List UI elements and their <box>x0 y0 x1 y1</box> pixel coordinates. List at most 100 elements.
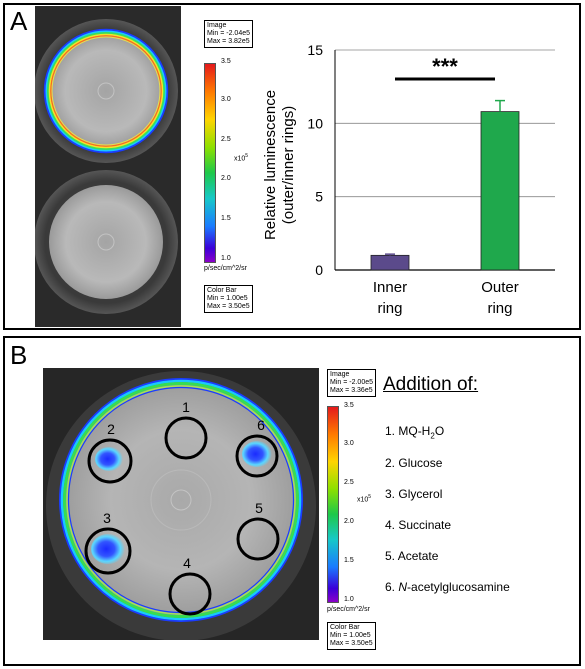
well-2-label: 2 <box>107 421 115 437</box>
chart-gridlines <box>334 49 555 271</box>
colorbar-box-title: Color Bar <box>207 287 237 294</box>
panel-b-color-bar <box>327 406 339 603</box>
panel-b-image-box: Image Min = -2.00e5 Max = 3.36e5 <box>327 369 376 397</box>
well-5 <box>236 517 280 561</box>
lower-agar <box>49 185 163 299</box>
colorbar-box-max: Max = 3.50e5 <box>330 640 373 647</box>
colorbar-tick-1-5: 1.5 <box>344 557 354 564</box>
image-box-title: Image <box>207 22 227 29</box>
category-label-2-line-1: Outer <box>481 279 519 296</box>
y-axis-label-line-2: (outer/inner rings) <box>280 106 297 224</box>
colorbar-exponent: x105 <box>234 153 249 163</box>
agar <box>64 383 298 617</box>
chart-bars <box>370 99 520 271</box>
y-tick-label-15: 15 <box>307 42 323 58</box>
image-box-max: Max = 3.36e5 <box>330 387 373 394</box>
center-ring <box>150 469 212 531</box>
chart-y-ticks: 0 5 10 15 <box>307 42 323 278</box>
y-tick-label-0: 0 <box>315 262 323 278</box>
bar-2 <box>480 111 520 271</box>
ring-blue <box>59 378 303 622</box>
image-box-max: Max = 3.82e5 <box>207 38 250 45</box>
legend-title: Addition of: <box>383 374 479 395</box>
colorbar-tick-1-0: 1.0 <box>221 255 231 262</box>
chart-categories: Inner ring Outer ring <box>373 279 519 317</box>
upper-ring-cyan <box>45 30 167 152</box>
upper-ring-orange <box>50 35 162 147</box>
colorbar-tick-3-0: 3.0 <box>344 440 354 447</box>
bar-1 <box>370 254 410 271</box>
ring-cyan <box>60 379 302 621</box>
panel-a-photo <box>35 6 181 327</box>
well-5-label: 5 <box>255 500 263 516</box>
panel-b-letter: B <box>10 340 28 370</box>
legend-item-6: 6. N-acetylglucosamine <box>385 580 510 594</box>
colorbar-exponent: x105 <box>357 494 372 504</box>
colorbar-tick-1-0: 1.0 <box>344 596 354 603</box>
well-3-label: 3 <box>103 510 111 526</box>
spot-well-6 <box>242 441 272 467</box>
well-3 <box>84 527 132 575</box>
legend-item-1: 1. MQ-H2O <box>385 424 445 441</box>
significance-stars: *** <box>432 54 458 79</box>
y-tick-label-5: 5 <box>315 189 323 205</box>
spot-well-3 <box>91 534 125 564</box>
legend-item-3: 3. Glycerol <box>385 487 443 501</box>
well-2 <box>87 438 133 484</box>
y-tick-label-10: 10 <box>307 115 323 131</box>
category-label-1-line-1: Inner <box>373 279 407 296</box>
ring-yellow <box>66 385 296 615</box>
category-label-2-line-2: ring <box>487 300 512 317</box>
panel-a-plates <box>35 6 181 327</box>
well-6 <box>235 434 279 478</box>
colorbar-box-max: Max = 3.50e5 <box>207 303 250 310</box>
panel-a: A <box>3 3 581 330</box>
colorbar-tick-1-5: 1.5 <box>221 215 231 222</box>
colorbar-box-title: Color Bar <box>330 624 360 631</box>
category-label-1-line-2: ring <box>377 300 402 317</box>
legend-item-4: 4. Succinate <box>385 518 452 532</box>
y-axis-label-line-1: Relative luminescence <box>262 90 279 240</box>
colorbar-tick-2-5: 2.5 <box>221 136 231 143</box>
upper-agar <box>48 33 164 149</box>
upper-ring-blue <box>43 28 169 154</box>
panel-a-image-box: Image Min = -2.04e5 Max = 3.82e5 <box>204 20 253 48</box>
center-mark <box>170 489 192 511</box>
bar-chart: Relative luminescence (outer/inner rings… <box>262 42 555 317</box>
colorbar-tick-2-0: 2.0 <box>344 518 354 525</box>
upper-ring-yellow <box>48 33 164 149</box>
colorbar-tick-3-5: 3.5 <box>344 402 354 409</box>
colorbar-units: p/sec/cm^2/sr <box>204 265 247 272</box>
colorbar-tick-3-0: 3.0 <box>221 96 231 103</box>
upper-center-mark <box>97 82 115 100</box>
upper-ring-inner <box>51 36 161 146</box>
lower-center-mark <box>97 233 115 251</box>
image-box-min: Min = -2.04e5 <box>207 30 250 37</box>
colorbar-units: p/sec/cm^2/sr <box>327 606 370 613</box>
legend-item-2: 2. Glucose <box>385 456 443 470</box>
panel-b: B <box>3 336 581 666</box>
well-6-label: 6 <box>257 417 265 433</box>
colorbar-tick-2-0: 2.0 <box>221 175 231 182</box>
well-1-label: 1 <box>182 399 190 415</box>
colorbar-tick-3-5: 3.5 <box>221 58 231 65</box>
well-4 <box>168 572 212 616</box>
panel-a-color-bar <box>204 63 216 263</box>
panel-b-colorbar-box: Color Bar Min = 1.00e5 Max = 3.50e5 <box>327 622 376 650</box>
panel-b-plate: 1 2 3 4 5 6 <box>43 368 319 640</box>
legend-item-5: 5. Acetate <box>385 549 439 563</box>
image-box-min: Min = -2.00e5 <box>330 379 373 386</box>
colorbar-tick-2-5: 2.5 <box>344 479 354 486</box>
chart-significance: *** <box>395 54 495 81</box>
image-box-title: Image <box>330 371 350 378</box>
ring-green <box>63 382 299 618</box>
colorbar-box-min: Min = 1.00e5 <box>207 295 248 302</box>
upper-ring-green <box>47 32 165 150</box>
well-1 <box>164 416 208 460</box>
colorbar-box-min: Min = 1.00e5 <box>330 632 371 639</box>
well-4-label: 4 <box>183 555 191 571</box>
panel-b-photo: 1 2 3 4 5 6 <box>43 368 319 640</box>
panel-a-colorbar-box: Color Bar Min = 1.00e5 Max = 3.50e5 <box>204 285 253 313</box>
spot-well-2 <box>95 447 123 471</box>
panel-a-letter: A <box>10 6 28 36</box>
